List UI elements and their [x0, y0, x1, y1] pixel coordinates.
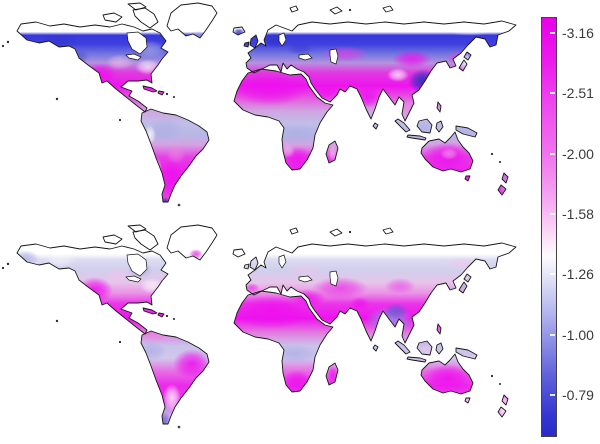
colorbar-tick-label: -1.00 [562, 327, 594, 343]
colorbar-tick [550, 153, 555, 155]
colorbar-tick [550, 92, 555, 94]
map-panel-top [1, 2, 517, 207]
colorbar-tick [550, 273, 555, 275]
colorbar-tick-label: -3.16 [562, 25, 594, 41]
colorbar-tick-label: -2.00 [562, 146, 594, 162]
island-specks-top [1, 8, 501, 207]
map-panel-bottom [1, 224, 517, 429]
colorbar-tick [550, 394, 555, 396]
colorbar-tick [550, 32, 555, 34]
colorbar-tick [550, 213, 555, 215]
colorbar-tick [550, 334, 555, 336]
caspian-sea [329, 48, 339, 65]
island-specks-bottom [1, 230, 501, 429]
colorbar-tick-label: -1.26 [562, 266, 594, 282]
colorbar-tick-label: -0.79 [562, 387, 594, 403]
caspian-sea [329, 270, 339, 287]
colorbar-tick-label: -2.51 [562, 85, 594, 101]
colorbar-gradient [541, 17, 557, 437]
colorbar-tick-label: -1.58 [562, 206, 594, 222]
